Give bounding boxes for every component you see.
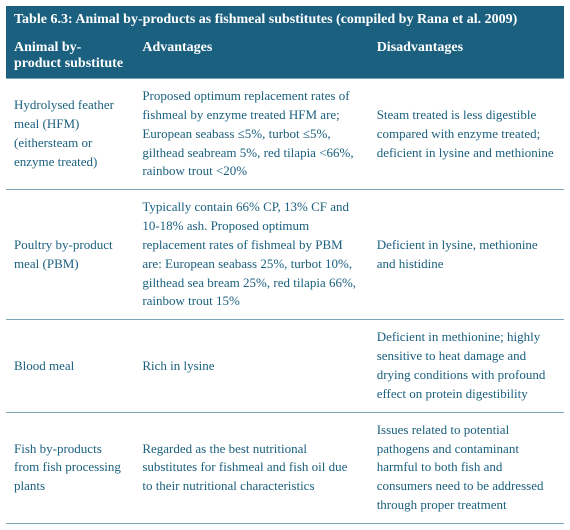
cell-disadvantages: Issues related to potential pathogens an… bbox=[369, 412, 564, 523]
cell-advantages: Rich in lysine bbox=[134, 320, 368, 412]
table-header-row: Animal by-product substitute Advantages … bbox=[6, 34, 564, 79]
cell-substitute: Blood meal bbox=[6, 320, 134, 412]
table-row: Hydrolysed feather meal (HFM) (eitherste… bbox=[6, 79, 564, 190]
cell-disadvantages: Deficient in lysine, methionine and hist… bbox=[369, 190, 564, 320]
fishmeal-substitutes-table: Table 6.3: Animal by-products as fishmea… bbox=[6, 6, 564, 524]
table-row: Poultry by-product meal (PBM) Typically … bbox=[6, 190, 564, 320]
cell-substitute: Poultry by-product meal (PBM) bbox=[6, 190, 134, 320]
cell-advantages: Proposed optimum replacement rates of fi… bbox=[134, 79, 368, 190]
column-header-advantages: Advantages bbox=[134, 34, 368, 79]
cell-substitute: Fish by-products from fish processing pl… bbox=[6, 412, 134, 523]
table-row: Blood meal Rich in lysine Deficient in m… bbox=[6, 320, 564, 412]
table-title: Table 6.3: Animal by-products as fishmea… bbox=[6, 6, 564, 34]
table-row: Fish by-products from fish processing pl… bbox=[6, 412, 564, 523]
table-container: Table 6.3: Animal by-products as fishmea… bbox=[0, 0, 570, 530]
table-title-row: Table 6.3: Animal by-products as fishmea… bbox=[6, 6, 564, 34]
cell-disadvantages: Steam treated is less digestible compare… bbox=[369, 79, 564, 190]
cell-advantages: Typically contain 66% CP, 13% CF and 10-… bbox=[134, 190, 368, 320]
cell-disadvantages: Deficient in methionine; highly sensitiv… bbox=[369, 320, 564, 412]
cell-substitute: Hydrolysed feather meal (HFM) (eitherste… bbox=[6, 79, 134, 190]
column-header-disadvantages: Disadvantages bbox=[369, 34, 564, 79]
column-header-substitute: Animal by-product substitute bbox=[6, 34, 134, 79]
cell-advantages: Regarded as the best nutritional substit… bbox=[134, 412, 368, 523]
